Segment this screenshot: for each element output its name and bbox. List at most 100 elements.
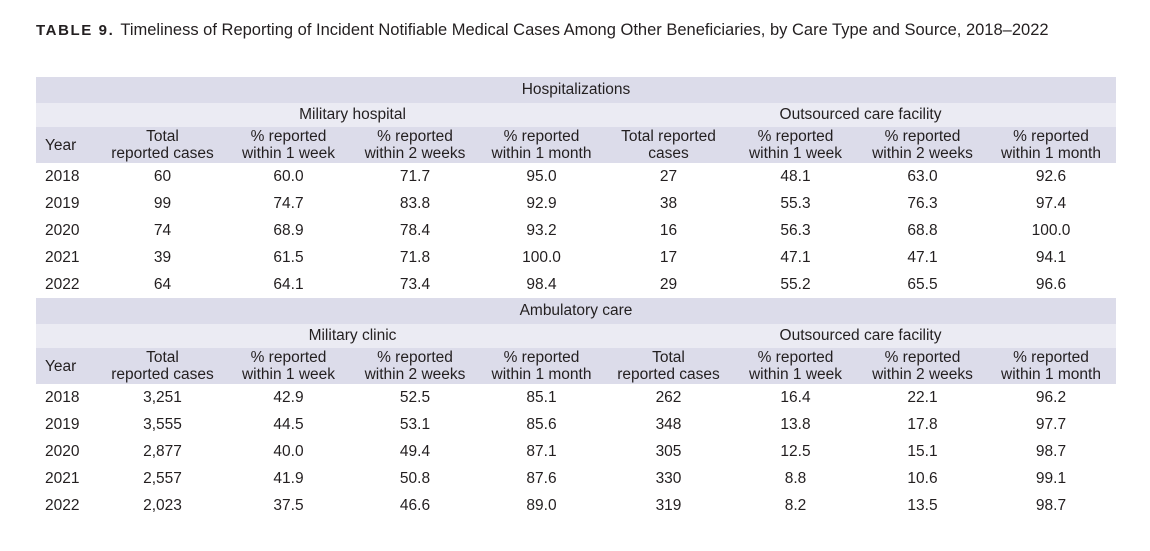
group-header-row: Military hospital Outsourced care facilit… bbox=[36, 103, 1116, 127]
table-number: TABLE 9. bbox=[36, 22, 115, 39]
column-header: Total reported cases bbox=[100, 348, 225, 384]
column-header: Total reported cases bbox=[605, 127, 732, 163]
value-cell: 12.5 bbox=[780, 442, 811, 460]
value-cell: 78.4 bbox=[399, 221, 431, 239]
column-header: Total reported cases bbox=[100, 127, 225, 163]
value-cell: 348 bbox=[655, 415, 682, 433]
value-cell: 97.7 bbox=[1035, 415, 1067, 433]
column-header-line: Total bbox=[652, 349, 685, 366]
column-header: % reported within 1 week bbox=[225, 127, 352, 163]
column-header-line: % reported bbox=[503, 349, 580, 366]
value-cell: 27 bbox=[659, 167, 678, 185]
value-cell: 74 bbox=[153, 221, 172, 239]
column-header-line: Total bbox=[146, 349, 179, 366]
table-row: 2018 3,251 42.9 52.5 85.1 262 16.4 22.1 96.2 bbox=[36, 384, 1116, 411]
value-cell: 100.0 bbox=[522, 248, 561, 266]
value-cell: 53.1 bbox=[399, 415, 431, 433]
value-cell: 99.1 bbox=[1035, 469, 1067, 487]
value-cell: 71.8 bbox=[399, 248, 431, 266]
column-header-line: within 1 month bbox=[1001, 145, 1101, 162]
value-cell: 96.6 bbox=[1035, 275, 1067, 293]
column-header-line: within 1 week bbox=[748, 366, 843, 383]
table-body: Hospitalizations Military hospital Outsour… bbox=[36, 77, 1116, 519]
column-header-line: within 1 week bbox=[241, 366, 336, 383]
table-row: 2022 2,023 37.5 46.6 89.0 319 8.2 13.5 98.7 bbox=[36, 492, 1116, 519]
value-cell: 50.8 bbox=[399, 469, 431, 487]
column-header-line: within 1 week bbox=[748, 145, 843, 162]
column-header-line: Year bbox=[45, 357, 77, 375]
value-cell: 92.9 bbox=[526, 194, 557, 212]
column-header: % reported within 1 month bbox=[986, 127, 1116, 163]
column-header: % reported within 1 week bbox=[225, 348, 352, 384]
value-cell: 98.4 bbox=[526, 275, 557, 293]
column-header-line: within 2 weeks bbox=[364, 366, 466, 383]
table-title: TABLE 9. Timeliness of Reporting of Incid… bbox=[36, 21, 1049, 40]
column-header-line: within 2 weeks bbox=[872, 366, 973, 383]
value-cell: 42.9 bbox=[273, 388, 304, 406]
value-cell: 94.1 bbox=[1035, 248, 1067, 266]
value-cell: 15.1 bbox=[907, 442, 938, 460]
value-cell: 87.6 bbox=[526, 469, 557, 487]
value-cell: 47.1 bbox=[907, 248, 938, 266]
column-header-line: within 1 month bbox=[491, 145, 592, 162]
column-header: % reported within 2 weeks bbox=[352, 348, 478, 384]
group-left-label: Military clinic bbox=[100, 324, 605, 348]
column-header-line: within 1 month bbox=[1001, 366, 1101, 383]
column-header-line: % reported bbox=[250, 128, 327, 145]
value-cell: 2,023 bbox=[143, 496, 182, 514]
table-row: 2020 2,877 40.0 49.4 87.1 305 12.5 15.1 98.7 bbox=[36, 438, 1116, 465]
year-cell: 2020 bbox=[45, 221, 80, 239]
value-cell: 8.2 bbox=[784, 496, 807, 514]
year-cell: 2021 bbox=[45, 248, 80, 266]
value-cell: 55.2 bbox=[780, 275, 811, 293]
year-cell: 2020 bbox=[45, 442, 80, 460]
value-cell: 37.5 bbox=[273, 496, 304, 514]
value-cell: 64 bbox=[153, 275, 172, 293]
value-cell: 2,877 bbox=[143, 442, 182, 460]
year-cell: 2022 bbox=[45, 496, 80, 514]
value-cell: 13.8 bbox=[780, 415, 811, 433]
value-cell: 85.6 bbox=[526, 415, 557, 433]
value-cell: 74.7 bbox=[273, 194, 304, 212]
value-cell: 68.9 bbox=[273, 221, 304, 239]
value-cell: 63.0 bbox=[907, 167, 938, 185]
value-cell: 8.8 bbox=[784, 469, 807, 487]
column-header-line: % reported bbox=[884, 349, 961, 366]
column-header-line: % reported bbox=[377, 128, 453, 145]
table-row: 2019 99 74.7 83.8 92.9 38 55.3 76.3 97.4 bbox=[36, 190, 1116, 217]
value-cell: 64.1 bbox=[273, 275, 304, 293]
value-cell: 262 bbox=[655, 388, 682, 406]
group-spacer bbox=[36, 324, 100, 348]
value-cell: 38 bbox=[659, 194, 678, 212]
column-header: Year bbox=[36, 127, 100, 163]
year-cell: 2018 bbox=[45, 388, 80, 406]
table-row: 2022 64 64.1 73.4 98.4 29 55.2 65.5 96.6 bbox=[36, 271, 1116, 298]
value-cell: 17 bbox=[659, 248, 678, 266]
group-header-row: Military clinic Outsourced care facility bbox=[36, 324, 1116, 348]
column-header-line: % reported bbox=[757, 349, 834, 366]
value-cell: 61.5 bbox=[273, 248, 304, 266]
value-cell: 55.3 bbox=[780, 194, 811, 212]
column-header-line: Total bbox=[146, 128, 179, 145]
group-right-label: Outsourced care facility bbox=[605, 103, 1116, 127]
value-cell: 89.0 bbox=[526, 496, 557, 514]
column-header-line: Year bbox=[45, 136, 77, 154]
column-header: % reported within 1 month bbox=[478, 127, 605, 163]
value-cell: 29 bbox=[659, 275, 678, 293]
value-cell: 49.4 bbox=[399, 442, 431, 460]
value-cell: 65.5 bbox=[907, 275, 938, 293]
year-cell: 2019 bbox=[45, 194, 80, 212]
column-header: % reported within 1 week bbox=[732, 348, 859, 384]
value-cell: 87.1 bbox=[526, 442, 557, 460]
column-header-line: reported cases bbox=[617, 366, 720, 383]
value-cell: 76.3 bbox=[907, 194, 938, 212]
column-header-line: reported cases bbox=[111, 366, 214, 383]
value-cell: 39 bbox=[153, 248, 172, 266]
table-row: 2019 3,555 44.5 53.1 85.6 348 13.8 17.8 97.7 bbox=[36, 411, 1116, 438]
table-caption: Timeliness of Reporting of Incident Noti… bbox=[120, 21, 1049, 39]
year-cell: 2018 bbox=[45, 167, 80, 185]
value-cell: 48.1 bbox=[780, 167, 811, 185]
value-cell: 3,251 bbox=[143, 388, 182, 406]
column-header: % reported within 1 week bbox=[732, 127, 859, 163]
column-header-line: % reported bbox=[757, 128, 834, 145]
